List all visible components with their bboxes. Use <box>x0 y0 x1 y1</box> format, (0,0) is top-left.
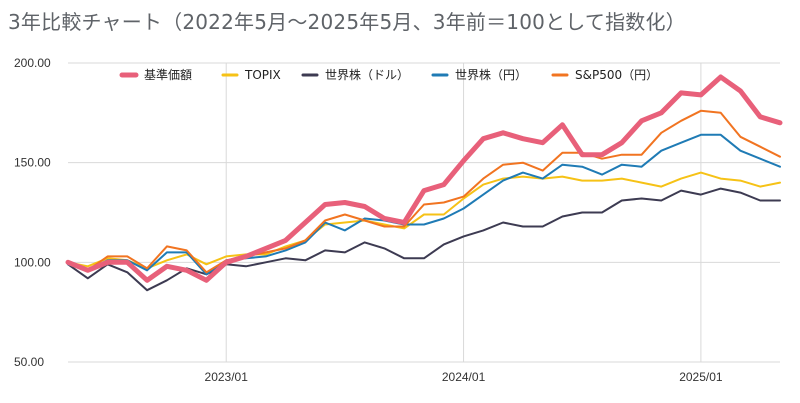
y-tick-label: 150.00 <box>14 156 51 170</box>
legend-label: 世界株（ドル） <box>325 67 409 82</box>
series-line-3 <box>67 133 781 276</box>
legend-label: 世界株（円） <box>455 67 527 82</box>
series-line-0 <box>65 74 783 283</box>
series-line-4 <box>67 109 781 274</box>
y-tick-label: 100.00 <box>14 255 51 269</box>
gridlines <box>68 62 780 363</box>
legend-label: S&P500（円） <box>575 68 658 82</box>
x-tick-label: 2025/01 <box>679 370 723 384</box>
legend-label: TOPIX <box>244 68 281 82</box>
chart-title: 3年比較チャート（2022年5月〜2025年5月、3年前＝100として指数化） <box>8 10 686 34</box>
y-tick-label: 50.00 <box>14 355 44 369</box>
series-lines <box>65 74 783 292</box>
series-line-1 <box>67 171 781 270</box>
x-axis-ticks: 2023/01 2024/01 2025/01 <box>205 370 723 384</box>
x-tick-label: 2024/01 <box>442 370 486 384</box>
y-axis-ticks: 200.00 150.00 100.00 50.00 <box>14 56 51 369</box>
legend: 基準価額 TOPIX 世界株（ドル） 世界株（円） S&P500（円） <box>119 67 658 82</box>
x-tick-label: 2023/01 <box>205 370 249 384</box>
y-tick-label: 200.00 <box>14 56 51 70</box>
legend-label: 基準価額 <box>144 67 192 82</box>
